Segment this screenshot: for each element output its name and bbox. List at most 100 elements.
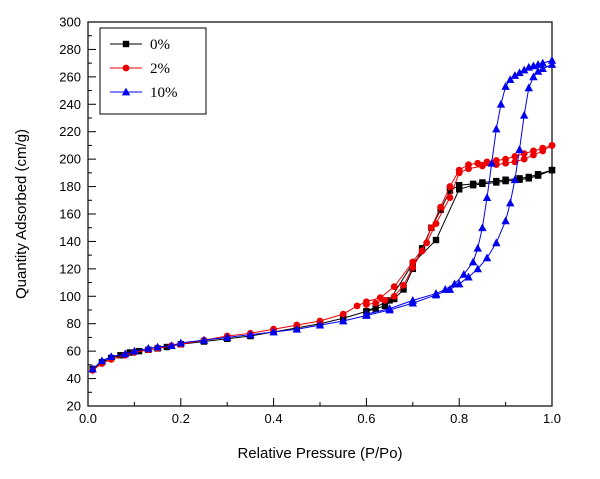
- data-marker-triangle: [385, 304, 394, 313]
- data-marker-triangle: [501, 216, 510, 225]
- x-tick-label: 0.0: [79, 411, 97, 426]
- data-marker-triangle: [269, 327, 278, 336]
- data-marker-triangle: [121, 87, 131, 96]
- data-marker-triangle: [524, 62, 533, 71]
- y-tick-label: 180: [59, 179, 81, 194]
- data-marker-triangle: [529, 61, 538, 70]
- legend-label: 10%: [150, 85, 178, 101]
- data-marker-circle: [446, 194, 454, 201]
- data-marker-circle: [437, 203, 445, 211]
- y-tick-label: 260: [59, 69, 81, 84]
- data-marker-square: [534, 171, 542, 178]
- x-tick-label: 0.8: [450, 411, 468, 426]
- y-tick-label: 40: [67, 371, 81, 386]
- y-tick-label: 80: [67, 316, 81, 331]
- data-marker-circle: [455, 166, 463, 174]
- data-marker-triangle: [431, 289, 441, 297]
- data-marker-triangle: [496, 99, 506, 108]
- x-tick-label: 0.4: [265, 411, 283, 426]
- data-marker-circle: [381, 297, 389, 304]
- data-marker-square: [446, 187, 454, 194]
- data-marker-square: [516, 175, 523, 182]
- data-marker-triangle: [468, 257, 478, 266]
- data-marker-triangle: [506, 75, 515, 83]
- data-marker-square: [456, 182, 463, 189]
- data-marker-triangle: [515, 145, 524, 153]
- data-marker-circle: [409, 264, 417, 271]
- adsorption-line: [92, 144, 553, 371]
- data-marker-circle: [446, 183, 454, 190]
- data-marker-circle: [390, 292, 398, 300]
- data-marker-circle: [122, 64, 130, 72]
- data-marker-triangle: [547, 60, 557, 68]
- data-marker-triangle: [515, 68, 524, 77]
- data-marker-triangle: [482, 193, 492, 201]
- data-marker-circle: [530, 147, 537, 155]
- data-marker-triangle: [176, 338, 185, 347]
- data-marker-triangle: [478, 223, 487, 232]
- data-marker-circle: [390, 283, 398, 291]
- data-marker-triangle: [510, 175, 520, 184]
- data-marker-triangle: [450, 279, 459, 288]
- data-marker-triangle: [339, 316, 348, 325]
- data-marker-square: [372, 305, 379, 312]
- adsorption-line: [92, 169, 553, 370]
- legend: 0% 2% 10%: [99, 27, 207, 115]
- data-marker-circle: [427, 224, 435, 232]
- data-marker-square: [122, 40, 130, 48]
- data-marker-triangle: [97, 356, 107, 365]
- x-axis-title: Relative Pressure (P/Po): [237, 445, 402, 462]
- data-marker-triangle: [538, 58, 547, 67]
- data-marker-square: [432, 236, 440, 244]
- data-marker-circle: [474, 159, 482, 167]
- data-marker-triangle: [441, 285, 450, 293]
- data-marker-triangle: [199, 335, 209, 344]
- data-marker-square: [548, 166, 556, 174]
- data-marker-triangle: [529, 72, 538, 81]
- data-marker-circle: [400, 281, 407, 289]
- data-marker-triangle: [315, 320, 325, 329]
- data-marker-triangle: [492, 238, 501, 247]
- data-marker-square: [381, 302, 389, 310]
- data-marker-circle: [483, 158, 491, 166]
- y-tick-label: 140: [59, 234, 81, 249]
- data-marker-square: [493, 177, 500, 185]
- y-axis-title: Quantity Adsorbed (cm/g): [13, 129, 30, 299]
- x-tick-label: 0.2: [172, 411, 190, 426]
- data-marker-circle: [511, 158, 519, 166]
- data-marker-triangle: [519, 110, 529, 119]
- data-marker-triangle: [506, 198, 515, 207]
- data-marker-triangle: [144, 344, 153, 352]
- legend-box: [99, 27, 207, 115]
- data-marker-circle: [548, 142, 556, 149]
- data-marker-circle: [502, 155, 509, 163]
- data-marker-triangle: [533, 66, 543, 75]
- data-marker-triangle: [533, 60, 543, 68]
- y-tick-label: 240: [59, 97, 81, 112]
- data-marker-square: [479, 179, 486, 186]
- data-marker-triangle: [459, 269, 469, 278]
- data-marker-triangle: [482, 253, 492, 262]
- y-tick-label: 120: [59, 261, 81, 276]
- data-marker-triangle: [408, 296, 417, 304]
- y-tick-label: 160: [59, 207, 81, 222]
- data-marker-triangle: [538, 64, 547, 73]
- data-marker-triangle: [519, 65, 529, 74]
- data-marker-triangle: [130, 346, 139, 355]
- data-marker-square: [400, 286, 407, 293]
- data-marker-square: [502, 176, 509, 183]
- data-marker-triangle: [292, 324, 301, 333]
- y-tick-label: 60: [67, 344, 81, 359]
- chart-plot-area: 0.0 0.2 0.4 0.6 0.8 1.0 20 40 60 80 100 120 140 160 18…: [59, 15, 561, 427]
- y-tick-label: 100: [59, 289, 81, 304]
- data-marker-triangle: [473, 243, 482, 252]
- data-marker-triangle: [246, 330, 255, 339]
- data-marker-triangle: [88, 364, 97, 373]
- x-tick-label: 1.0: [543, 411, 561, 426]
- data-marker-triangle: [473, 264, 482, 273]
- data-marker-square: [386, 297, 393, 304]
- y-tick-label: 300: [59, 15, 81, 30]
- data-marker-circle: [372, 299, 380, 307]
